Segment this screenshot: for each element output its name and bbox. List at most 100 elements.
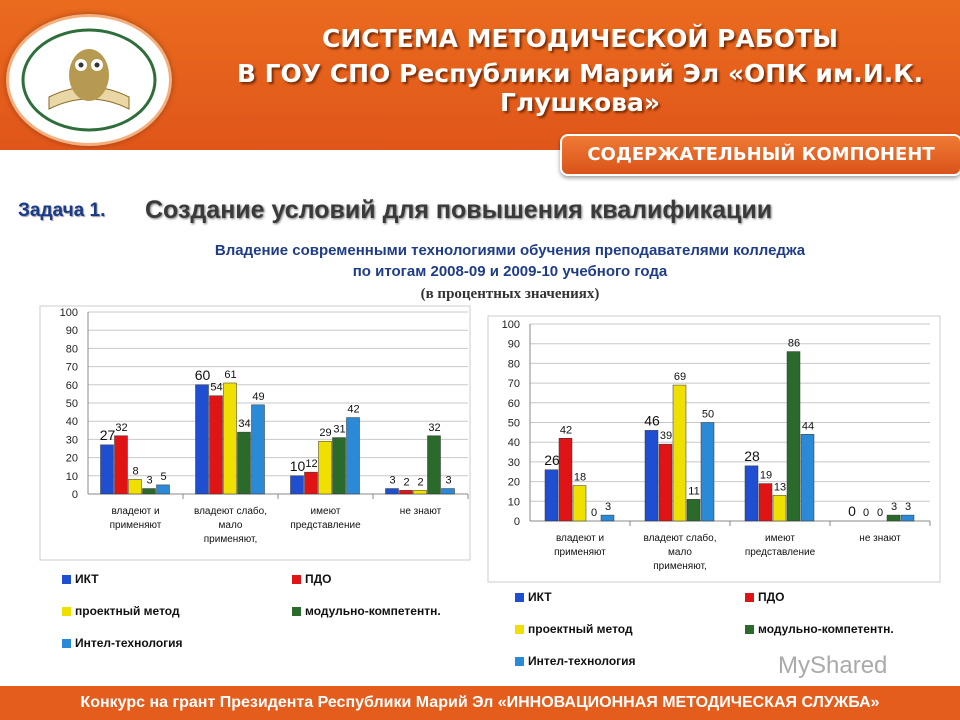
owl-book-icon	[21, 28, 157, 132]
category-label: представление	[290, 520, 361, 531]
y-tick-label: 40	[508, 437, 520, 449]
y-tick-label: 60	[66, 380, 78, 392]
bar	[100, 444, 114, 495]
bar	[600, 514, 615, 522]
category-label: применяют,	[204, 534, 257, 545]
legend-entry: Интел-технология	[515, 654, 636, 668]
bar	[544, 469, 559, 522]
data-label: 31	[333, 424, 345, 436]
bar	[251, 404, 265, 495]
y-tick-label: 60	[508, 398, 520, 410]
legend-entry: модульно-компетентн.	[745, 622, 894, 636]
data-label: 34	[238, 418, 250, 430]
bar	[114, 435, 128, 495]
y-tick-label: 30	[66, 434, 78, 446]
data-label: 2	[417, 476, 423, 488]
bar	[658, 443, 673, 522]
category-label: мало	[668, 547, 692, 558]
y-tick-label: 30	[508, 457, 520, 469]
data-label: 10	[290, 458, 306, 474]
y-tick-label: 40	[66, 416, 78, 428]
bar	[644, 430, 659, 522]
category-label: владеют и	[556, 533, 604, 544]
data-label: 3	[389, 475, 395, 487]
footer-banner: Конкурс на грант Президента Республики М…	[0, 686, 960, 720]
y-tick-label: 80	[66, 343, 78, 355]
data-label: 12	[305, 458, 317, 470]
data-label: 3	[445, 475, 451, 487]
bar	[686, 499, 701, 522]
data-label: 0	[591, 507, 597, 519]
legend-entry: модульно-компетентн.	[292, 604, 441, 618]
legend-label: модульно-компетентн.	[305, 604, 441, 618]
bar	[346, 417, 360, 495]
data-label: 28	[744, 448, 760, 464]
section-badge: СОДЕРЖАТЕЛЬНЫЙ КОМПОНЕНТ	[560, 134, 960, 176]
category-label: владеют слабо,	[194, 505, 267, 517]
legend-swatch	[515, 593, 524, 603]
legend-swatch	[292, 607, 301, 617]
bar	[237, 431, 251, 495]
legend-entry: проектный метод	[62, 604, 180, 618]
bar	[700, 422, 715, 522]
y-tick-label: 0	[72, 489, 78, 501]
bar	[886, 514, 901, 522]
y-tick-label: 0	[514, 516, 520, 528]
bar	[128, 479, 142, 495]
category-label: имеют	[311, 506, 341, 517]
data-label: 0	[877, 507, 883, 519]
data-label: 13	[774, 481, 786, 493]
category-label: не знают	[859, 533, 901, 544]
bar	[332, 437, 346, 495]
data-label: 54	[210, 382, 222, 394]
legend-label: ПДО	[305, 572, 332, 586]
legend-label: проектный метод	[528, 622, 633, 636]
chart-subtitle-line3: (в процентных значениях)	[420, 286, 600, 302]
category-label: применяют	[110, 520, 162, 531]
y-tick-label: 50	[66, 398, 78, 410]
data-label: 3	[605, 501, 611, 513]
data-label: 29	[319, 427, 331, 439]
data-label: 26	[544, 452, 560, 468]
data-label: 61	[224, 369, 236, 381]
legend-entry: ИКТ	[515, 590, 552, 604]
category-label: не знают	[400, 506, 442, 517]
data-label: 19	[760, 470, 772, 482]
y-tick-label: 100	[502, 319, 520, 331]
page-title-line1: СИСТЕМА МЕТОДИЧЕСКОЙ РАБОТЫ	[321, 24, 838, 53]
bar	[413, 490, 427, 495]
data-label: 32	[428, 422, 440, 434]
category-label: мало	[219, 520, 243, 531]
bar	[385, 488, 399, 495]
category-label: имеют	[765, 533, 795, 544]
y-tick-label: 80	[508, 358, 520, 370]
bar	[223, 382, 237, 495]
data-label: 2	[403, 476, 409, 488]
chart-subtitle-line2: по итогам 2008-09 и 2009-10 учебного год…	[352, 263, 668, 280]
legend-swatch	[515, 625, 524, 635]
task-label: Задача 1.	[18, 200, 106, 221]
data-label: 3	[146, 475, 152, 487]
data-label: 42	[347, 404, 359, 416]
bar	[786, 351, 801, 522]
data-label: 69	[674, 371, 686, 383]
legend-swatch	[62, 607, 71, 617]
legend-entry: проектный метод	[515, 622, 633, 636]
data-label: 50	[702, 409, 714, 421]
y-tick-label: 20	[508, 477, 520, 489]
y-tick-label: 90	[66, 325, 78, 337]
bar	[290, 475, 304, 495]
bar	[900, 514, 915, 522]
legend-swatch	[745, 625, 754, 635]
data-label: 42	[560, 424, 572, 436]
data-label: 3	[905, 501, 911, 513]
watermark: MyShared	[778, 652, 888, 679]
legend-label: проектный метод	[75, 604, 180, 618]
legend-label: ИКТ	[528, 590, 552, 604]
category-label: применяют,	[653, 561, 706, 572]
data-label: 44	[802, 420, 814, 432]
legend-label: ПДО	[758, 590, 785, 604]
bar	[441, 488, 455, 495]
bar	[744, 465, 759, 522]
